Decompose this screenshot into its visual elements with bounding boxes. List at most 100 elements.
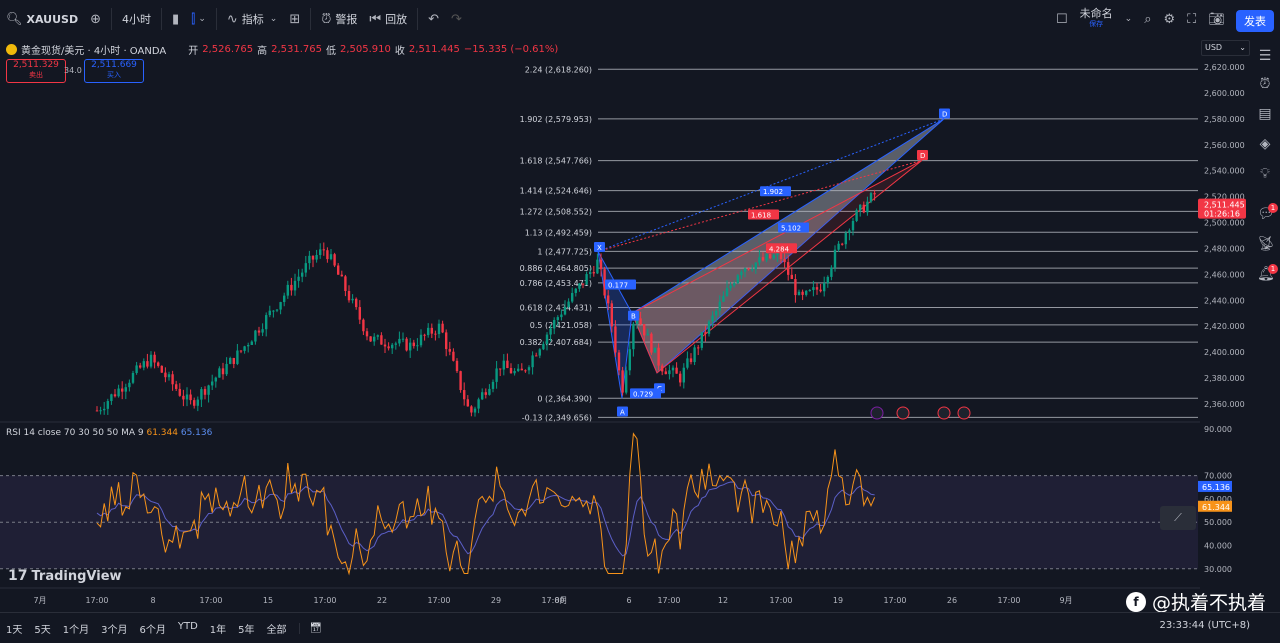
templates-button[interactable]: ⊞ xyxy=(283,0,306,38)
event-marker[interactable] xyxy=(896,406,910,420)
close-value: 2,511.445 xyxy=(408,44,460,55)
time-tick-label: 17:00 xyxy=(657,596,680,605)
fullscreen-button[interactable]: ⛶ xyxy=(1181,0,1202,38)
candle-body xyxy=(632,323,635,350)
time-tick-label: 17:00 xyxy=(997,596,1020,605)
rsi-legend: RSI 14 close 70 30 50 50 MA 9 61.344 65.… xyxy=(6,428,212,438)
snapshot-button[interactable]: 📷︎ xyxy=(1202,0,1231,38)
candle-body xyxy=(650,333,653,353)
range-button-6[interactable]: 1年 xyxy=(209,624,227,636)
candle-body xyxy=(596,259,599,274)
divider xyxy=(215,8,217,30)
candle-body xyxy=(664,371,667,375)
range-button-7[interactable]: 5年 xyxy=(238,624,255,636)
price-axis[interactable]: 2,620.000 2,600.000 2,580.000 2,560.000 2,54… xyxy=(1198,38,1250,422)
candle-body xyxy=(455,360,459,372)
bar-style-button[interactable]: ▮ xyxy=(166,0,185,38)
candle-body xyxy=(333,254,336,266)
drawing-tool-float[interactable]: ⟋ xyxy=(1160,506,1196,530)
notification-badge: 1 xyxy=(1268,264,1278,274)
candle-body xyxy=(625,370,628,393)
layout-name-button[interactable]: 未命名 保存 xyxy=(1074,0,1119,38)
candle-body xyxy=(830,267,833,277)
candle-body xyxy=(430,327,433,334)
candle-body xyxy=(729,285,732,289)
candle-body xyxy=(682,367,685,383)
event-marker[interactable] xyxy=(937,406,951,420)
range-button-0[interactable]: 1天 xyxy=(6,624,23,636)
redo-button[interactable]: ↷ xyxy=(445,0,468,38)
candle-body xyxy=(319,249,322,255)
date-range-button[interactable]: 📅︎ xyxy=(298,622,329,634)
ratio-xb-label: 0.177 xyxy=(608,282,628,290)
candle-body xyxy=(743,268,747,272)
range-button-2[interactable]: 1个月 xyxy=(62,624,90,636)
candle-body xyxy=(747,268,750,270)
candle-body xyxy=(398,338,401,344)
range-button-5[interactable]: YTD xyxy=(177,620,198,632)
candle-body xyxy=(535,355,538,357)
redo-icon: ↷ xyxy=(450,11,462,27)
watchlist-icon[interactable]: ☰ xyxy=(1258,48,1272,64)
chart-canvas[interactable]: 2.24 (2,618.260) 1.902 (2,579.953) 1.618 (… xyxy=(0,38,1250,612)
interval-label: 4小时 xyxy=(122,13,151,26)
publish-button[interactable]: 发表 xyxy=(1236,10,1274,32)
interval-button[interactable]: 4小时 xyxy=(116,0,157,38)
range-button-1[interactable]: 5天 xyxy=(34,624,51,636)
price-tick-label: 2,420.000 xyxy=(1204,322,1245,331)
range-button-4[interactable]: 6个月 xyxy=(139,624,166,636)
alert-button[interactable]: ⏰︎ 警报 xyxy=(315,0,363,38)
layout-toggle[interactable]: ☐ xyxy=(1050,0,1074,38)
candle-body xyxy=(772,255,775,259)
quick-search-button[interactable]: ⌕ xyxy=(1138,0,1157,38)
buy-button[interactable]: 2,511.669 买入 xyxy=(84,59,144,83)
change-value: −15.335 (−0.61%) xyxy=(463,44,559,55)
event-marker[interactable] xyxy=(870,406,884,420)
details-icon[interactable]: ▤ xyxy=(1258,106,1272,122)
high-value: 2,531.765 xyxy=(271,44,322,55)
alarm-clock-icon[interactable]: ⏰︎ xyxy=(1259,76,1271,92)
clock[interactable]: 23:33:44 (UTC+8) xyxy=(1159,620,1250,631)
compare-button[interactable]: ⊕ xyxy=(84,0,107,38)
ideas-icon[interactable]: 💡︎ xyxy=(1260,166,1270,182)
candle-body xyxy=(592,272,595,274)
candle-body xyxy=(686,358,689,368)
price-tick-label: 2,360.000 xyxy=(1204,400,1245,409)
candle-body xyxy=(149,354,153,367)
event-marker[interactable] xyxy=(957,406,971,420)
candle-body xyxy=(679,373,682,383)
settings-button[interactable]: ⚙︎ xyxy=(1157,0,1181,38)
top-toolbar: 🔍︎ XAUUSD ⊕ 4小时 ▮ ⫿ ⌄ ∿ 指标 ⌄ ⊞ ⏰︎ 警报 ⏮ 回放… xyxy=(0,0,1280,39)
layout-menu-button[interactable]: ⌄ xyxy=(1119,0,1139,38)
rsi-axis[interactable]: 90.000 70.000 60.000 50.000 40.000 30.000 65.1… xyxy=(1198,425,1232,574)
sell-button[interactable]: 2,511.329 卖出 xyxy=(6,59,66,83)
candle-body xyxy=(275,309,279,311)
fullscreen-icon: ⛶ xyxy=(1187,11,1197,27)
close-label: 收 xyxy=(394,46,405,57)
range-button-8[interactable]: 全部 xyxy=(266,624,287,636)
candle-body xyxy=(578,283,581,289)
chevron-down-icon: ⌄ xyxy=(1239,43,1246,52)
indicators-button[interactable]: ∿ 指标 ⌄ xyxy=(221,0,283,38)
currency-selector[interactable]: USD ⌄ xyxy=(1201,40,1250,56)
grid-icon: ⊞ xyxy=(289,11,301,27)
undo-button[interactable]: ↶ xyxy=(422,0,445,38)
candle-body xyxy=(95,410,99,412)
symbol-search[interactable]: 🔍︎ XAUUSD xyxy=(0,0,84,38)
replay-button[interactable]: ⏮ 回放 xyxy=(363,0,413,38)
ratio-cd2-label: 4.284 xyxy=(769,245,790,253)
fib-level-label: 0.618 (2,434.431) xyxy=(520,303,592,312)
range-button-3[interactable]: 3个月 xyxy=(101,624,128,636)
ratio-bd-label: 1.902 xyxy=(763,188,783,196)
divider xyxy=(417,8,419,30)
broadcast-icon[interactable]: 📡︎ xyxy=(1257,236,1275,252)
candle-body xyxy=(610,303,613,327)
candle-body xyxy=(437,323,441,335)
layers-icon[interactable]: ◈ xyxy=(1259,136,1271,152)
candle-body xyxy=(225,363,228,375)
candle-body xyxy=(250,341,253,345)
candle-style-button[interactable]: ⫿ ⌄ xyxy=(185,0,212,38)
candle-body xyxy=(445,332,448,350)
watermark-text: TradingView xyxy=(31,568,122,584)
